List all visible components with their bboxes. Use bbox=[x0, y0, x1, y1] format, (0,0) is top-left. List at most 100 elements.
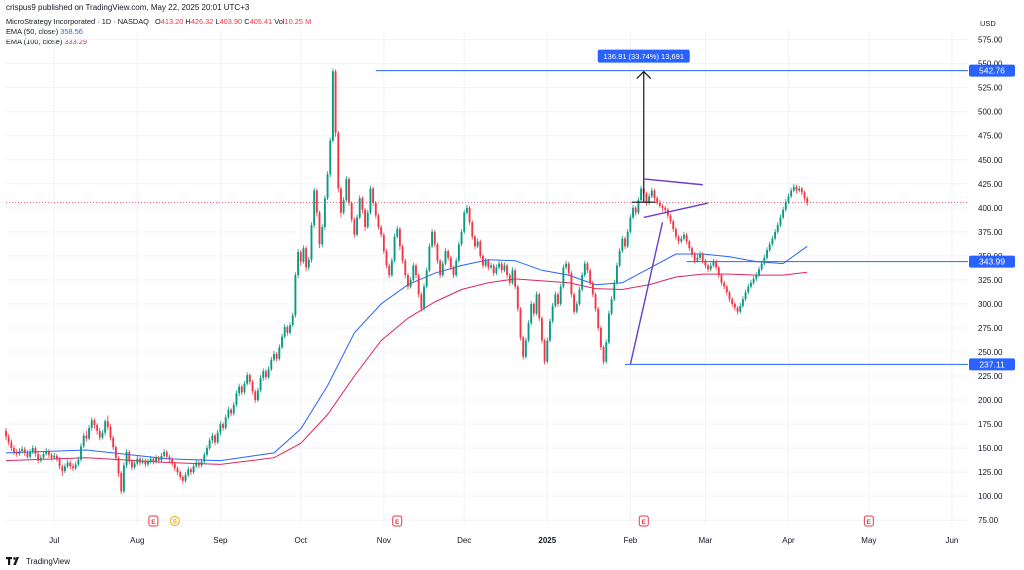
candle-up bbox=[455, 260, 458, 276]
y-tick-label: 525.00 bbox=[978, 84, 1003, 93]
candle-down bbox=[112, 437, 115, 448]
candle-up bbox=[141, 460, 144, 463]
candle-up bbox=[21, 449, 24, 451]
candle-up bbox=[200, 461, 203, 466]
y-tick-label: 225.00 bbox=[978, 372, 1003, 381]
candle-down bbox=[717, 267, 720, 276]
candle-down bbox=[264, 371, 267, 377]
candle-up bbox=[637, 200, 640, 213]
candle-down bbox=[348, 178, 350, 204]
y-tick-label: 150.00 bbox=[978, 444, 1003, 453]
candle-up bbox=[768, 244, 771, 251]
candle-up bbox=[484, 260, 487, 266]
candle-down bbox=[171, 459, 174, 464]
candle-up bbox=[122, 465, 125, 492]
candle-up bbox=[192, 466, 195, 473]
candle-up bbox=[211, 435, 214, 441]
candle-up bbox=[476, 241, 479, 247]
candle-down bbox=[114, 447, 117, 458]
ema100-value: 333.29 bbox=[64, 37, 87, 46]
candle-down bbox=[34, 448, 37, 454]
y-tick-label: 250.00 bbox=[978, 348, 1003, 357]
x-tick-label: Sep bbox=[213, 536, 228, 545]
candle-up bbox=[457, 244, 460, 261]
candle-up bbox=[77, 459, 80, 465]
candle-down bbox=[106, 421, 109, 427]
trendline bbox=[643, 202, 709, 219]
ema50-value: 358.56 bbox=[60, 27, 83, 36]
candle-up bbox=[289, 325, 291, 333]
candle-up bbox=[163, 451, 166, 456]
candle-down bbox=[72, 466, 74, 469]
candle-down bbox=[377, 215, 380, 228]
candle-up bbox=[776, 225, 779, 232]
x-tick-label: Jun bbox=[945, 536, 958, 545]
y-tick-label: 550.00 bbox=[978, 60, 1003, 69]
candle-up bbox=[80, 446, 82, 460]
candle-down bbox=[567, 263, 570, 274]
candle-down bbox=[420, 294, 423, 309]
candle-down bbox=[482, 255, 484, 266]
candle-down bbox=[415, 265, 417, 276]
candle-up bbox=[216, 432, 219, 443]
candle-down bbox=[315, 190, 318, 213]
candle-up bbox=[321, 227, 324, 245]
candle-down bbox=[795, 186, 798, 191]
currency-label: USD bbox=[980, 19, 996, 28]
level-label: 237.11 bbox=[979, 359, 1005, 369]
candle-up bbox=[562, 267, 565, 287]
candle-down bbox=[715, 261, 718, 268]
ema50-line bbox=[5, 245, 808, 462]
candle-down bbox=[374, 203, 377, 216]
candle-up bbox=[345, 178, 348, 201]
candle-down bbox=[800, 188, 803, 193]
candle-down bbox=[5, 430, 7, 437]
earnings-icon bbox=[392, 515, 403, 527]
candle-up bbox=[747, 286, 750, 293]
candle-down bbox=[372, 188, 375, 204]
candle-down bbox=[96, 425, 99, 431]
candle-down bbox=[685, 234, 688, 242]
x-tick-label: Feb bbox=[623, 536, 637, 545]
level-badge bbox=[969, 64, 1015, 77]
price-axis[interactable]: USD 75.00 100.00 125.00 150.00 175.00 200.00 22… bbox=[969, 19, 1015, 525]
measure-label: 136.91 (33.74%) 13,691 bbox=[604, 52, 684, 61]
candle-down bbox=[197, 462, 200, 466]
candle-up bbox=[648, 196, 651, 204]
candle-down bbox=[728, 292, 731, 300]
candle-up bbox=[465, 207, 468, 213]
candle-up bbox=[551, 305, 554, 322]
measure-arrowhead bbox=[636, 70, 652, 80]
candle-up bbox=[136, 458, 139, 464]
candle-down bbox=[516, 286, 519, 309]
candle-up bbox=[752, 278, 755, 283]
earnings-icon bbox=[148, 515, 159, 527]
candle-up bbox=[101, 432, 104, 438]
candle-down bbox=[305, 248, 308, 268]
candle-up bbox=[503, 265, 506, 271]
candle-down bbox=[591, 282, 594, 295]
y-tick-label: 100.00 bbox=[978, 492, 1003, 501]
candle-up bbox=[629, 217, 632, 232]
candle-down bbox=[61, 466, 64, 472]
candle-down bbox=[382, 234, 385, 252]
candle-down bbox=[806, 198, 809, 204]
earnings-icon bbox=[863, 515, 874, 527]
candle-up bbox=[90, 420, 93, 428]
time-axis[interactable]: Jul Aug Sep Oct Nov Dec 2025 Feb Mar Apr May Jun bbox=[49, 536, 958, 545]
candle-down bbox=[26, 452, 29, 457]
volume-value: 10.25 M bbox=[284, 17, 312, 26]
candle-down bbox=[85, 435, 88, 439]
candle-up bbox=[42, 453, 45, 458]
candle-down bbox=[353, 219, 356, 235]
low-label: L bbox=[215, 17, 220, 26]
candle-up bbox=[792, 186, 795, 191]
candle-up bbox=[621, 238, 624, 252]
candle-down bbox=[500, 263, 503, 271]
dividend-icon-letter: S bbox=[173, 519, 178, 526]
candle-down bbox=[532, 303, 535, 314]
x-tick-label: Mar bbox=[699, 536, 713, 545]
candle-up bbox=[104, 421, 107, 433]
candle-up bbox=[490, 265, 492, 268]
